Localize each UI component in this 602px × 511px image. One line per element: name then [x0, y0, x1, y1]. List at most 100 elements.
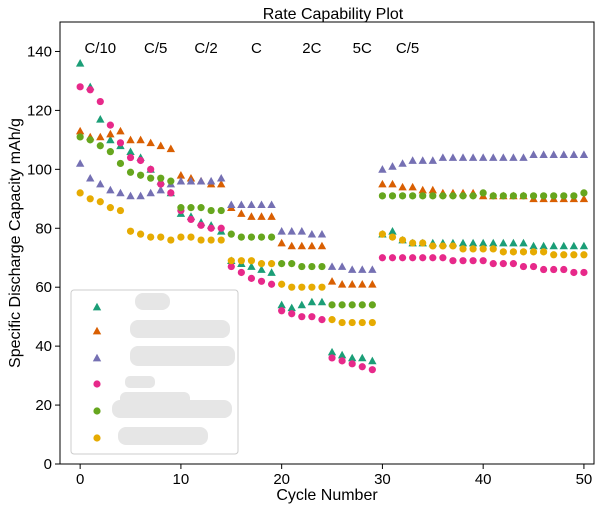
data-point — [187, 215, 195, 224]
data-point — [449, 192, 457, 200]
data-point — [217, 173, 226, 182]
data-point — [287, 227, 296, 235]
data-point — [539, 150, 548, 158]
data-point — [177, 233, 185, 241]
x-tick-label: 10 — [173, 471, 190, 488]
data-point — [468, 238, 478, 247]
data-point — [257, 233, 266, 241]
data-point — [76, 83, 84, 91]
data-point — [458, 153, 468, 161]
data-point — [509, 153, 518, 161]
data-point — [247, 262, 256, 270]
data-point — [469, 245, 477, 253]
data-point — [106, 135, 115, 144]
data-point — [217, 206, 225, 215]
data-point — [368, 301, 376, 309]
data-point — [257, 265, 266, 273]
data-point — [560, 251, 568, 259]
data-point — [177, 204, 185, 212]
data-point — [569, 241, 579, 250]
data-point — [327, 277, 337, 285]
data-point — [579, 194, 589, 203]
y-tick-label: 80 — [35, 220, 52, 237]
data-point — [378, 192, 387, 200]
data-point — [96, 142, 104, 150]
data-point — [257, 200, 266, 209]
data-point — [187, 204, 195, 212]
data-point — [550, 192, 558, 200]
data-point — [489, 192, 497, 200]
data-point — [75, 126, 85, 135]
data-point — [438, 153, 448, 161]
data-point — [267, 268, 276, 276]
rate-label: C/5 — [396, 40, 419, 57]
data-point — [409, 254, 417, 262]
data-point — [388, 233, 397, 241]
data-point — [439, 192, 447, 200]
data-point — [358, 280, 367, 288]
y-tick-label: 40 — [35, 338, 52, 355]
rate-label: C/5 — [144, 40, 167, 57]
data-point — [479, 189, 487, 197]
data-point — [439, 254, 447, 262]
data-point — [86, 195, 94, 203]
data-point — [328, 354, 336, 362]
data-point — [347, 265, 357, 273]
data-point — [247, 274, 256, 282]
data-point — [166, 144, 176, 153]
data-point — [167, 236, 175, 244]
y-tick-label: 0 — [44, 456, 52, 473]
rate-labels: C/10 C/5 C/2 C 2C 5C C/5 — [84, 40, 419, 57]
data-point — [358, 363, 366, 371]
data-point — [418, 185, 427, 194]
data-point — [137, 230, 145, 238]
data-point — [338, 357, 346, 365]
data-point — [419, 192, 427, 200]
data-point — [217, 179, 226, 188]
data-point — [267, 233, 276, 241]
rate-label: 5C — [353, 40, 372, 57]
data-point — [509, 192, 517, 200]
data-point — [288, 310, 296, 318]
data-point — [106, 129, 115, 138]
data-point — [469, 257, 477, 265]
data-point — [499, 260, 507, 268]
data-point — [388, 192, 397, 200]
data-point — [388, 227, 397, 235]
data-point — [156, 185, 165, 194]
series-4 — [76, 83, 588, 374]
data-point — [368, 280, 377, 288]
x-tick-label: 50 — [576, 471, 593, 488]
data-point — [298, 262, 306, 271]
data-point — [337, 262, 347, 270]
data-point — [378, 254, 387, 262]
data-point — [147, 165, 155, 173]
data-point — [348, 318, 356, 327]
data-point — [559, 241, 568, 250]
data-point — [509, 260, 517, 268]
y-tick-label: 20 — [35, 397, 52, 414]
data-point — [288, 283, 296, 291]
data-point — [499, 153, 508, 161]
data-point — [237, 268, 245, 277]
data-point — [167, 189, 175, 197]
y-tick-label: 100 — [27, 161, 52, 178]
data-point — [106, 204, 114, 212]
data-point — [76, 133, 84, 141]
data-point — [207, 206, 215, 215]
data-point — [419, 254, 427, 262]
data-point — [237, 200, 246, 209]
data-point — [307, 241, 317, 250]
chart-title: Rate Capability Plot — [263, 6, 404, 23]
data-point — [459, 245, 467, 253]
data-point — [378, 179, 387, 188]
data-point — [519, 238, 528, 247]
data-point — [540, 265, 548, 274]
data-point — [297, 241, 307, 250]
data-point — [327, 347, 337, 356]
data-point — [257, 277, 266, 285]
data-point — [398, 192, 407, 200]
data-point — [529, 150, 538, 158]
data-point — [348, 360, 356, 368]
data-point — [519, 248, 528, 256]
